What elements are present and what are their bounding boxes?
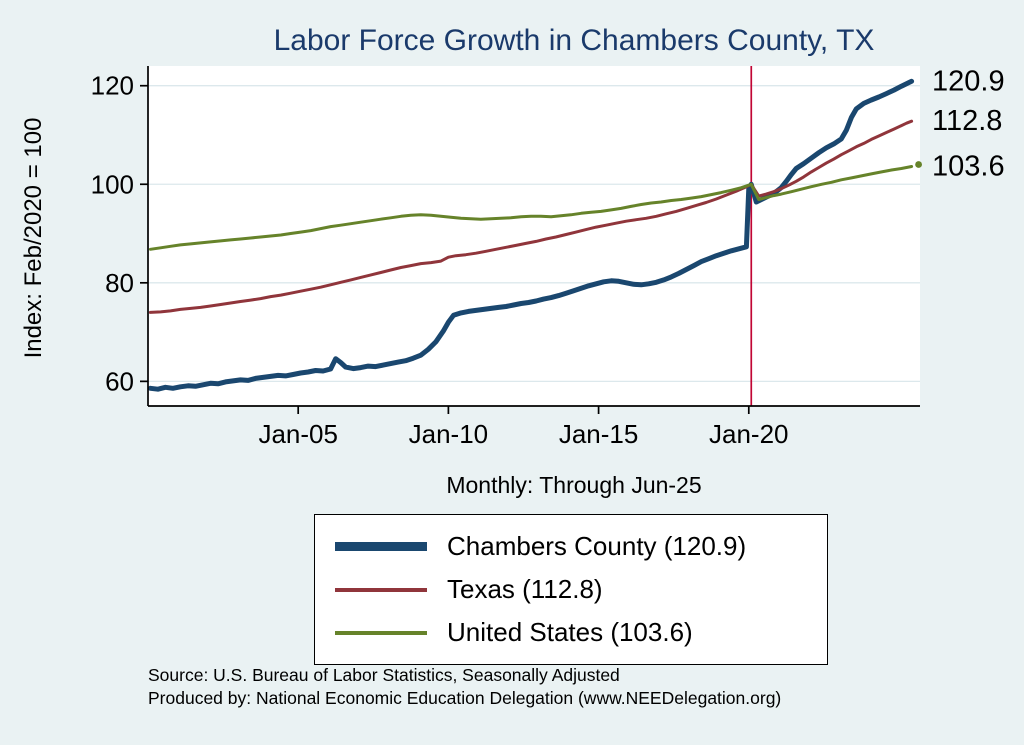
source-line: Source: U.S. Bureau of Labor Statistics,… [148,665,620,685]
legend-item-texas: Texas (112.8) [315,568,827,611]
x-tick-label: Jan-15 [559,419,639,449]
producer-line: Produced by: National Economic Education… [148,688,782,708]
x-tick-label: Jan-10 [409,419,489,449]
legend-label-chambers-county: Chambers County (120.9) [447,531,747,561]
series-line-united-states [148,165,914,251]
y-tick-label: 60 [105,366,134,396]
line-swatch-icon [335,587,427,592]
plot-area: 60 80 100 120 Jan-05 Jan-10 Jan-15 Jan-20 120.9 1… [91,65,1005,449]
legend-label-united-states: United States (103.6) [447,617,693,647]
line-swatch-icon [335,630,427,635]
series-end-marker-united-states [915,161,922,168]
x-tick-label: Jan-05 [258,419,338,449]
series-end-value-label-united-states: 103.6 [932,151,1005,183]
legend-swatch-chambers-county [335,542,427,551]
legend-swatch-united-states [335,630,427,635]
legend-label-texas: Texas (112.8) [447,574,603,604]
legend-item-chambers-county: Chambers County (120.9) [315,525,827,568]
series-line-texas [148,119,914,314]
series-line-chambers-county [147,78,915,392]
source-note: Source: U.S. Bureau of Labor Statistics,… [148,664,781,710]
line-swatch-icon [335,542,427,551]
legend: Chambers County (120.9) Texas (112.8) Un… [314,514,828,665]
y-tick-label: 100 [91,169,134,199]
x-tick-label: Jan-20 [709,419,789,449]
chart-title: Labor Force Growth in Chambers County, T… [273,24,875,57]
series-end-value-label-texas: 112.8 [932,105,1002,137]
y-tick-label: 80 [105,268,134,298]
legend-item-united-states: United States (103.6) [315,611,827,654]
chart-subtitle: Monthly: Through Jun-25 [446,472,702,498]
legend-swatch-texas [335,587,427,592]
y-tick-label: 120 [91,71,134,101]
series-end-value-label-chambers-county: 120.9 [932,65,1005,97]
